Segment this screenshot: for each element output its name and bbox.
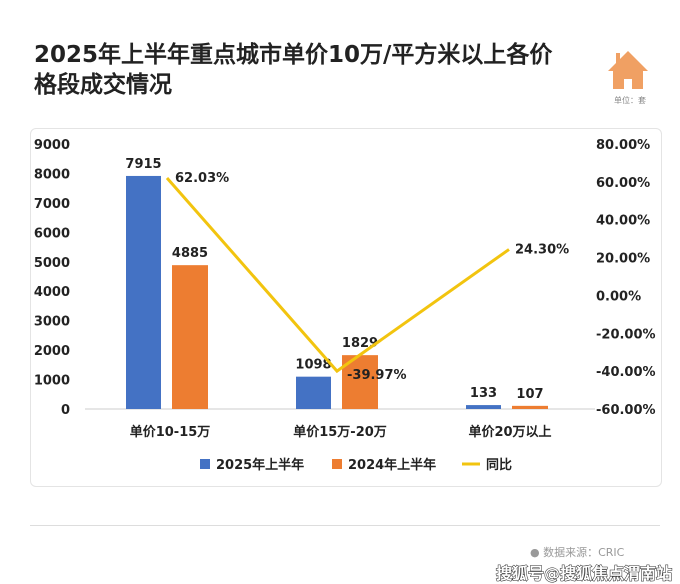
line-value-label: 24.30% <box>515 242 569 257</box>
category-label: 单价10-15万 <box>130 424 211 440</box>
bar-value-label: 1098 <box>295 358 331 373</box>
y2-tick-label: -20.00% <box>596 327 656 342</box>
bar-value-label: 7915 <box>125 157 161 172</box>
y-tick-label: 7000 <box>34 197 70 212</box>
bar-value-label: 1829 <box>342 336 378 351</box>
legend-label: 2024年上半年 <box>348 457 436 473</box>
y2-tick-label: 20.00% <box>596 252 650 267</box>
category-label: 单价15万-20万 <box>293 424 387 440</box>
divider <box>30 525 660 526</box>
y2-tick-label: -40.00% <box>596 365 656 380</box>
watermark: 搜狐号@搜狐焦点渭南站 <box>495 564 673 584</box>
house-icon <box>608 51 648 89</box>
bar-2024 <box>512 405 548 409</box>
y2-tick-label: -60.00% <box>596 403 656 418</box>
legend-swatch <box>332 459 342 469</box>
y-tick-label: 4000 <box>34 285 70 300</box>
unit-label: 单位：套 <box>614 96 646 105</box>
line-value-label: 62.03% <box>175 171 229 186</box>
legend-label: 同比 <box>486 457 512 473</box>
y2-tick-label: 80.00% <box>596 138 650 153</box>
chart-card <box>30 128 662 487</box>
y-tick-label: 2000 <box>34 344 70 359</box>
bar-2025 <box>126 175 161 409</box>
legend-swatch <box>200 459 210 469</box>
bar-value-label: 107 <box>516 387 543 402</box>
y2-tick-label: 60.00% <box>596 176 650 191</box>
y2-tick-label: 40.00% <box>596 214 650 229</box>
y2-tick-label: 0.00% <box>596 289 641 304</box>
y-tick-label: 1000 <box>34 374 70 389</box>
y-tick-label: 5000 <box>34 256 70 271</box>
legend-label: 2025年上半年 <box>216 457 304 473</box>
category-label: 单价20万以上 <box>468 424 551 440</box>
y-tick-label: 0 <box>61 403 70 418</box>
chart-title: 2025年上半年重点城市单价10万/平方米以上各价格段成交情况 <box>34 42 553 98</box>
y-tick-label: 9000 <box>34 138 70 153</box>
chart: 0 1000 2000 3000 4000 5000 6000 7000 8000 9000 -60… <box>34 138 656 473</box>
line-value-label: -39.97% <box>347 368 407 383</box>
y-tick-label: 8000 <box>34 167 70 182</box>
bar-2025 <box>466 405 501 409</box>
bar-value-label: 4885 <box>172 246 208 261</box>
bar-value-label: 133 <box>470 386 497 401</box>
bar-2025 <box>296 376 331 409</box>
y-tick-label: 6000 <box>34 226 70 241</box>
source-label: ● 数据来源：CRIC <box>530 546 625 559</box>
yoy-line <box>165 177 510 374</box>
bar-2024 <box>172 265 208 409</box>
y-tick-label: 3000 <box>34 315 70 330</box>
